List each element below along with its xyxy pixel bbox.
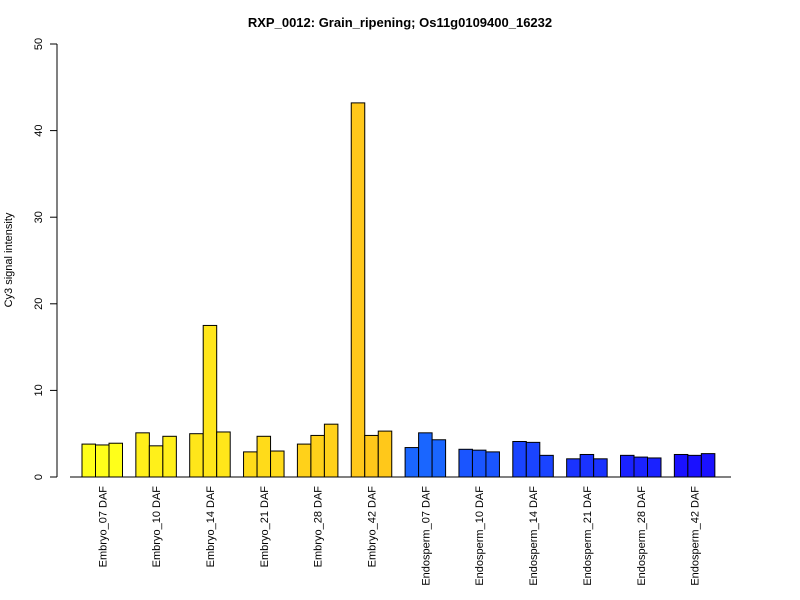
bar — [256, 435, 272, 478]
bar-group — [512, 440, 554, 478]
bar — [81, 443, 96, 478]
bar-group — [350, 102, 393, 478]
y-tick-label: 0 — [33, 474, 45, 480]
bar-group — [566, 453, 608, 478]
bar — [566, 458, 581, 478]
category-label: Endosperm_10 DAF — [474, 486, 486, 586]
category-label: Embryo_07 DAF — [97, 486, 109, 568]
bar — [418, 432, 433, 478]
y-tick-label: 10 — [33, 384, 45, 396]
x-axis-labels: Embryo_07 DAF Embryo_10 DAF Embryo_14 DAF E… — [97, 486, 701, 586]
bar-group — [458, 448, 500, 478]
bar — [431, 439, 447, 478]
y-axis: 0 10 20 30 40 50 — [33, 38, 58, 480]
bar — [364, 434, 379, 478]
bar — [162, 435, 177, 478]
category-label: Embryo_42 DAF — [367, 486, 379, 568]
bar — [471, 449, 487, 478]
bar — [95, 444, 110, 478]
y-tick-label: 30 — [33, 211, 45, 223]
category-label: Endosperm_07 DAF — [420, 486, 432, 586]
bar — [647, 457, 662, 478]
bar-group — [81, 442, 123, 478]
category-label: Embryo_28 DAF — [313, 486, 325, 568]
bar — [593, 458, 608, 478]
bar — [270, 450, 285, 478]
bar-group — [296, 423, 339, 478]
bar — [458, 448, 473, 478]
bar — [687, 454, 702, 478]
category-label: Endosperm_21 DAF — [582, 486, 594, 586]
bar — [525, 441, 541, 478]
bar-group — [189, 324, 231, 478]
bar — [512, 440, 527, 478]
bar — [148, 445, 164, 478]
bars — [70, 102, 731, 478]
bar — [485, 451, 500, 478]
bar-group — [243, 435, 285, 478]
bar — [350, 102, 366, 478]
bar — [310, 434, 325, 478]
bar — [377, 430, 393, 478]
bar — [579, 453, 595, 478]
bar-group — [620, 454, 662, 478]
category-label: Endosperm_42 DAF — [690, 486, 702, 586]
bar — [243, 451, 258, 478]
category-label: Embryo_21 DAF — [259, 486, 271, 568]
category-label: Endosperm_14 DAF — [528, 486, 540, 586]
bar-group — [673, 453, 716, 478]
y-tick-label: 40 — [33, 124, 45, 136]
bar — [323, 423, 339, 478]
bar — [296, 443, 312, 478]
y-axis-label: Cy3 signal intensity — [3, 212, 15, 307]
bar — [673, 453, 689, 478]
y-tick-label: 50 — [33, 38, 45, 50]
bar-group — [404, 432, 447, 478]
bar — [620, 454, 635, 478]
chart-title: RXP_0012: Grain_ripening; Os11g0109400_1… — [248, 15, 552, 30]
bar — [202, 324, 218, 478]
category-label: Endosperm_28 DAF — [636, 486, 648, 586]
bar — [633, 456, 648, 478]
bar — [108, 442, 123, 478]
y-tick-label: 20 — [33, 298, 45, 310]
bar — [189, 433, 204, 478]
bar — [216, 431, 231, 478]
category-label: Embryo_10 DAF — [151, 486, 163, 568]
bar-group — [135, 432, 177, 478]
bar — [135, 432, 150, 478]
bar — [404, 447, 420, 478]
bar — [539, 454, 554, 478]
category-label: Embryo_14 DAF — [205, 486, 217, 568]
bar — [700, 453, 716, 478]
